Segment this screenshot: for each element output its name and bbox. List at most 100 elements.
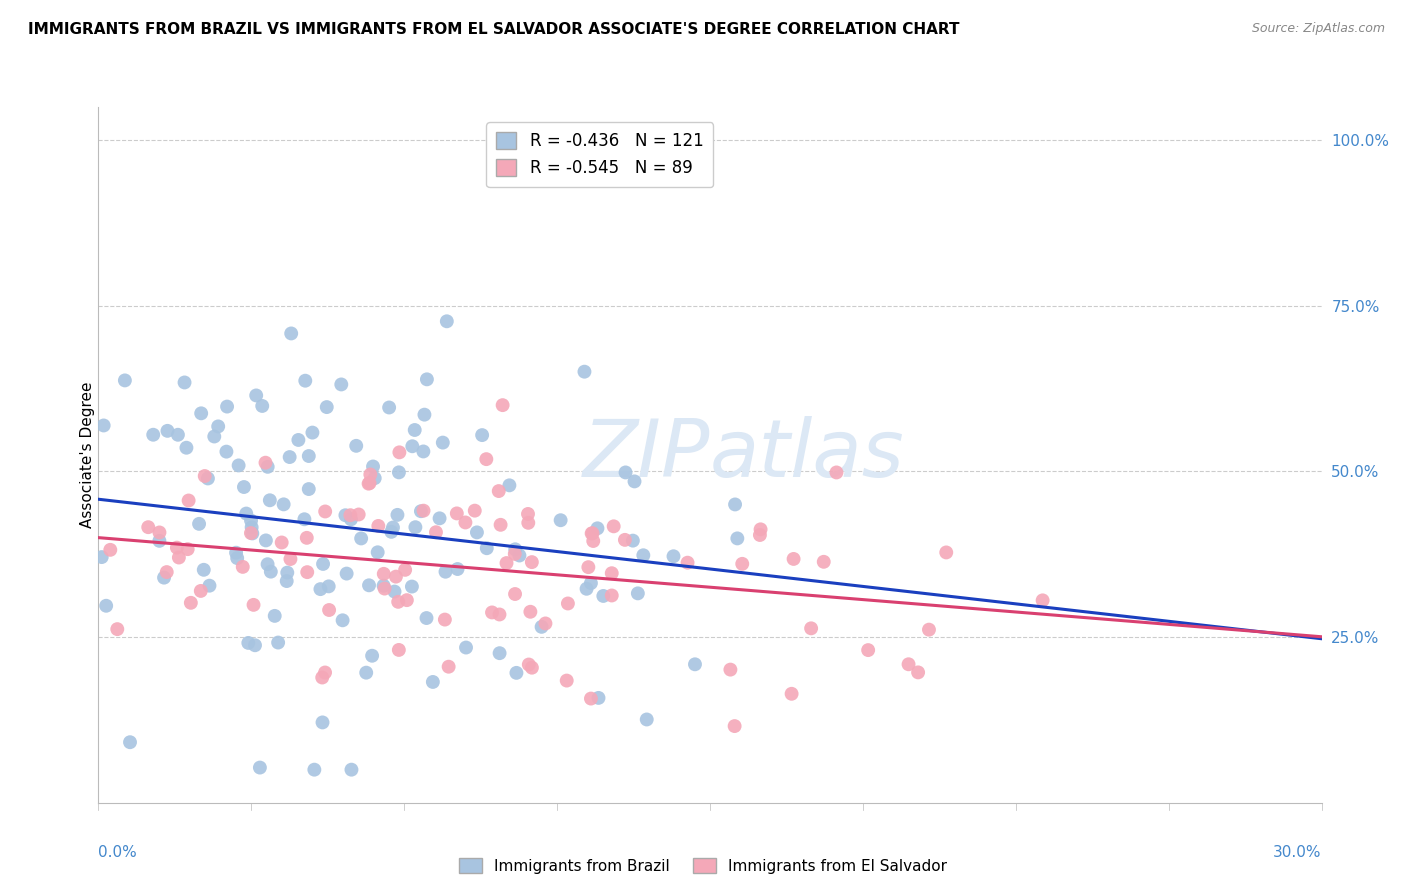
Point — [378, 401, 401, 415]
Point — [434, 565, 457, 579]
Point — [731, 557, 754, 571]
Point — [280, 326, 302, 341]
Point — [232, 560, 254, 574]
Point — [273, 497, 295, 511]
Legend: Immigrants from Brazil, Immigrants from El Salvador: Immigrants from Brazil, Immigrants from … — [453, 852, 953, 880]
Point — [228, 458, 250, 473]
Point — [193, 563, 215, 577]
Point — [340, 512, 363, 526]
Point — [432, 435, 454, 450]
Point — [167, 550, 190, 565]
Point — [676, 556, 699, 570]
Point — [600, 589, 623, 603]
Point — [825, 466, 848, 480]
Point — [387, 595, 409, 609]
Point — [413, 408, 436, 422]
Point — [550, 513, 572, 527]
Point — [312, 557, 335, 571]
Point — [401, 580, 423, 594]
Point — [245, 388, 267, 402]
Point — [254, 533, 277, 548]
Point — [190, 406, 212, 420]
Point — [636, 713, 658, 727]
Point — [748, 528, 770, 542]
Point — [384, 584, 406, 599]
Point — [367, 519, 389, 533]
Point — [167, 427, 190, 442]
Point — [475, 541, 498, 556]
Point — [118, 735, 141, 749]
Point — [429, 511, 451, 525]
Point — [142, 427, 165, 442]
Point — [295, 531, 318, 545]
Point — [153, 571, 176, 585]
Point — [373, 579, 395, 593]
Point — [581, 526, 603, 541]
Point — [385, 569, 408, 583]
Point — [361, 648, 384, 663]
Point — [294, 512, 316, 526]
Point — [489, 517, 512, 532]
Point — [90, 550, 112, 565]
Point — [270, 535, 292, 549]
Point — [361, 459, 384, 474]
Point — [354, 665, 377, 680]
Point — [401, 439, 423, 453]
Point — [242, 598, 264, 612]
Point — [404, 520, 426, 534]
Point — [298, 482, 321, 496]
Point — [602, 519, 624, 533]
Point — [433, 613, 456, 627]
Point — [314, 504, 336, 518]
Point — [180, 596, 202, 610]
Point — [576, 560, 599, 574]
Point — [454, 640, 477, 655]
Point — [217, 400, 239, 414]
Point — [105, 622, 128, 636]
Point — [374, 582, 396, 596]
Point — [177, 493, 200, 508]
Point — [380, 524, 402, 539]
Point — [359, 476, 381, 491]
Point — [437, 659, 460, 673]
Point — [592, 589, 614, 603]
Point — [280, 552, 302, 566]
Point — [723, 719, 745, 733]
Point — [581, 526, 603, 541]
Point — [347, 508, 370, 522]
Point — [503, 542, 526, 557]
Point — [252, 399, 274, 413]
Point — [505, 665, 527, 680]
Point — [239, 526, 262, 541]
Point — [465, 525, 488, 540]
Point — [520, 555, 543, 569]
Point — [148, 533, 170, 548]
Point — [256, 558, 278, 572]
Point — [534, 616, 557, 631]
Point — [633, 549, 655, 563]
Point — [240, 514, 263, 528]
Point — [415, 611, 437, 625]
Point — [780, 687, 803, 701]
Point — [395, 593, 418, 607]
Text: atlas: atlas — [710, 416, 905, 494]
Point — [481, 606, 503, 620]
Point — [394, 563, 416, 577]
Point — [226, 551, 249, 566]
Point — [194, 469, 217, 483]
Point — [148, 525, 170, 540]
Text: Source: ZipAtlas.com: Source: ZipAtlas.com — [1251, 22, 1385, 36]
Text: 30.0%: 30.0% — [1274, 845, 1322, 860]
Point — [357, 578, 380, 592]
Point — [364, 471, 387, 485]
Point — [156, 565, 179, 579]
Point — [508, 549, 530, 563]
Point — [495, 556, 517, 570]
Point — [517, 657, 540, 672]
Point — [388, 445, 411, 459]
Point — [336, 566, 359, 581]
Point — [517, 507, 540, 521]
Point — [173, 376, 195, 390]
Point — [517, 516, 540, 530]
Point — [918, 623, 941, 637]
